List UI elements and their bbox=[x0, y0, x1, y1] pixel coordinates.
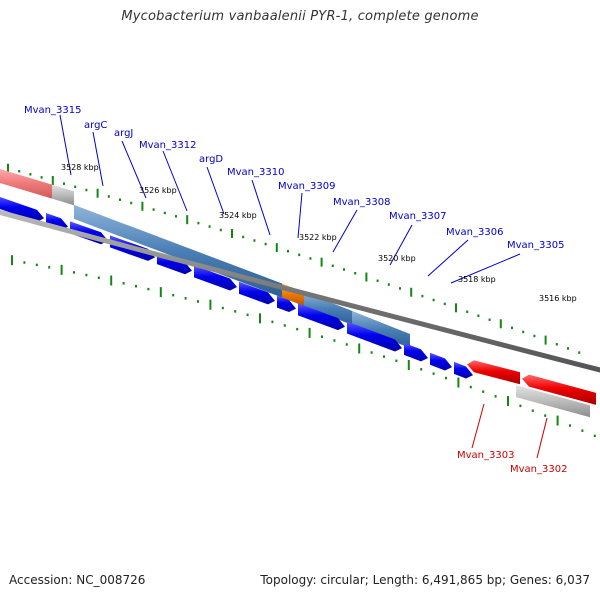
gene-label[interactable]: Mvan_3302 bbox=[510, 464, 567, 475]
coordinate-label: 3522 kbp bbox=[299, 233, 337, 242]
leader-line bbox=[162, 150, 188, 212]
coordinate-label: 3518 kbp bbox=[458, 275, 496, 284]
forward-gene-arrow[interactable] bbox=[0, 195, 44, 222]
outer-tick-track bbox=[7, 163, 581, 354]
leader-line bbox=[121, 140, 147, 199]
operon-bar-2[interactable] bbox=[304, 292, 352, 325]
reverse-feature-track bbox=[516, 385, 590, 418]
forward-gene-arrow[interactable] bbox=[194, 265, 237, 291]
gene-label[interactable]: argJ bbox=[114, 128, 133, 139]
feature-bar-pink[interactable] bbox=[0, 168, 52, 199]
gene-label[interactable]: Mvan_3305 bbox=[507, 240, 564, 251]
forward-gene-arrow[interactable] bbox=[404, 342, 428, 362]
reverse-feature-bar-grey[interactable] bbox=[516, 385, 590, 418]
genome-backbone bbox=[0, 209, 600, 373]
reverse-gene-arrow[interactable] bbox=[467, 360, 520, 385]
gene-label[interactable]: Mvan_3310 bbox=[227, 167, 284, 178]
leader-line bbox=[92, 131, 104, 187]
leader-line bbox=[471, 403, 485, 449]
forward-gene-arrow[interactable] bbox=[430, 352, 452, 371]
coordinate-label: 3516 kbp bbox=[539, 294, 577, 303]
gene-label[interactable]: Mvan_3315 bbox=[24, 105, 81, 116]
forward-gene-arrow[interactable] bbox=[347, 321, 402, 352]
accession-label: Accession: NC_008726 bbox=[9, 573, 146, 587]
gene-label[interactable]: Mvan_3312 bbox=[139, 140, 196, 151]
operon-bar-3[interactable] bbox=[352, 310, 410, 349]
leader-line bbox=[536, 417, 548, 459]
gene-label[interactable]: argC bbox=[84, 120, 107, 131]
leader-line bbox=[427, 239, 469, 277]
feature-track bbox=[0, 168, 410, 349]
forward-gene-arrow[interactable] bbox=[454, 361, 473, 379]
coordinate-label: 3524 kbp bbox=[219, 211, 257, 220]
leader-line bbox=[332, 209, 358, 253]
feature-bar-grey[interactable] bbox=[52, 184, 74, 206]
gene-label[interactable]: Mvan_3307 bbox=[389, 211, 446, 222]
forward-gene-arrow[interactable] bbox=[298, 303, 345, 331]
reverse-gene-arrow[interactable] bbox=[522, 374, 596, 405]
reverse-gene-track bbox=[467, 360, 596, 405]
coordinate-label: 3520 kbp bbox=[378, 254, 416, 263]
leader-line bbox=[59, 114, 72, 176]
leader-line bbox=[206, 166, 225, 215]
coordinate-label: 3528 kbp bbox=[61, 163, 99, 172]
label-leader-lines bbox=[59, 114, 548, 459]
gene-label[interactable]: Mvan_3308 bbox=[333, 197, 390, 208]
genome-summary: Topology: circular; Length: 6,491,865 bp… bbox=[260, 573, 590, 587]
forward-gene-arrow[interactable] bbox=[239, 281, 275, 305]
gene-label[interactable]: Mvan_3303 bbox=[457, 450, 514, 461]
gene-label[interactable]: Mvan_3306 bbox=[446, 227, 503, 238]
coordinate-labels: 3528 kbp 3526 kbp 3524 kbp 3522 kbp 3520 kbp… bbox=[61, 163, 577, 303]
forward-gene-arrow[interactable] bbox=[277, 295, 296, 313]
leader-line bbox=[389, 224, 413, 266]
coordinate-label: 3526 kbp bbox=[139, 186, 177, 195]
leader-line bbox=[251, 179, 271, 236]
gene-label[interactable]: Mvan_3309 bbox=[278, 181, 335, 192]
forward-gene-track bbox=[0, 195, 473, 379]
map-title: Mycobacterium vanbaalenii PYR-1, complet… bbox=[121, 9, 479, 24]
leader-line bbox=[450, 253, 521, 284]
inner-tick-track bbox=[11, 255, 596, 438]
gene-label[interactable]: argD bbox=[199, 154, 223, 165]
leader-line bbox=[297, 192, 303, 239]
